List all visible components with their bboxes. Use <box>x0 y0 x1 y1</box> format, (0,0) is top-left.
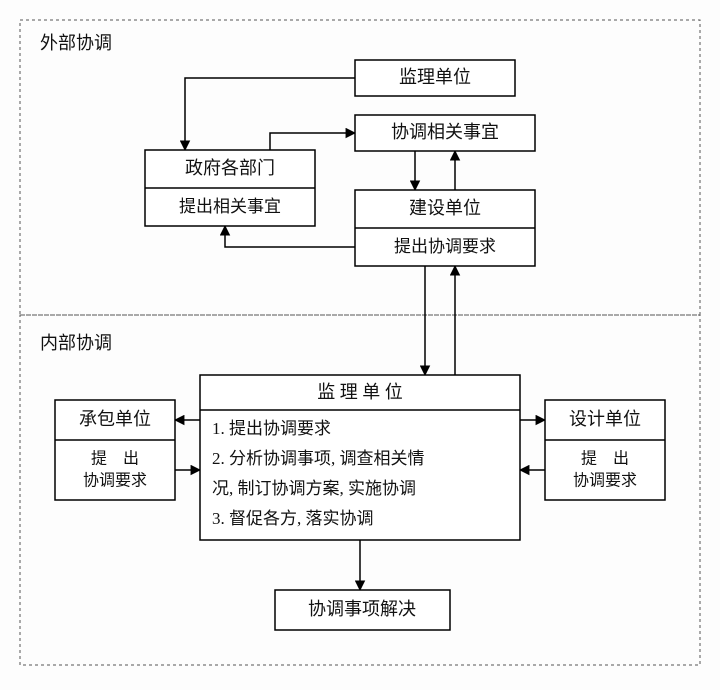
node-jsdw-title: 建设单位 <box>409 198 481 218</box>
edge-gov-to-xtsx <box>270 133 355 150</box>
node-sjdw-body-1: 协调要求 <box>573 472 637 490</box>
node-jldw-main-body-0: 1. 提出协调要求 <box>212 419 331 438</box>
node-xtsx-title: 协调相关事宜 <box>391 122 499 142</box>
node-gov-title: 政府各部门 <box>185 158 275 178</box>
node-jldw-top: 监理单位 <box>355 60 515 96</box>
node-gov-body: 提出相关事宜 <box>179 197 281 216</box>
node-cbdw-title: 承包单位 <box>79 409 151 429</box>
node-sjdw-body-0: 提 出 <box>581 450 629 468</box>
node-jldw-main-body-1: 2. 分析协调事项, 调查相关情 <box>212 449 425 468</box>
node-jldw-main: 监 理 单 位 1. 提出协调要求 2. 分析协调事项, 调查相关情 况, 制订… <box>200 375 520 540</box>
node-cbdw-body-0: 提 出 <box>91 450 139 468</box>
section-internal-label: 内部协调 <box>40 333 112 353</box>
section-external-label: 外部协调 <box>40 33 112 53</box>
node-cbdw: 承包单位 提 出 协调要求 <box>55 400 175 500</box>
node-jldw-main-title: 监 理 单 位 <box>317 382 403 402</box>
node-jldw-main-body-2: 况, 制订协调方案, 实施协调 <box>212 479 416 498</box>
node-sjdw: 设计单位 提 出 协调要求 <box>545 400 665 500</box>
edge-jsdw-to-gov <box>225 226 355 247</box>
node-jldw-top-title: 监理单位 <box>399 67 471 87</box>
node-resolve-title: 协调事项解决 <box>308 599 416 619</box>
node-resolve: 协调事项解决 <box>275 590 450 630</box>
node-jldw-main-body-3: 3. 督促各方, 落实协调 <box>212 509 374 528</box>
node-jsdw: 建设单位 提出协调要求 <box>355 190 535 266</box>
node-sjdw-title: 设计单位 <box>569 409 641 429</box>
node-jsdw-body: 提出协调要求 <box>394 237 496 256</box>
node-gov: 政府各部门 提出相关事宜 <box>145 150 315 226</box>
node-xtsx: 协调相关事宜 <box>355 115 535 151</box>
node-cbdw-body-1: 协调要求 <box>83 472 147 490</box>
